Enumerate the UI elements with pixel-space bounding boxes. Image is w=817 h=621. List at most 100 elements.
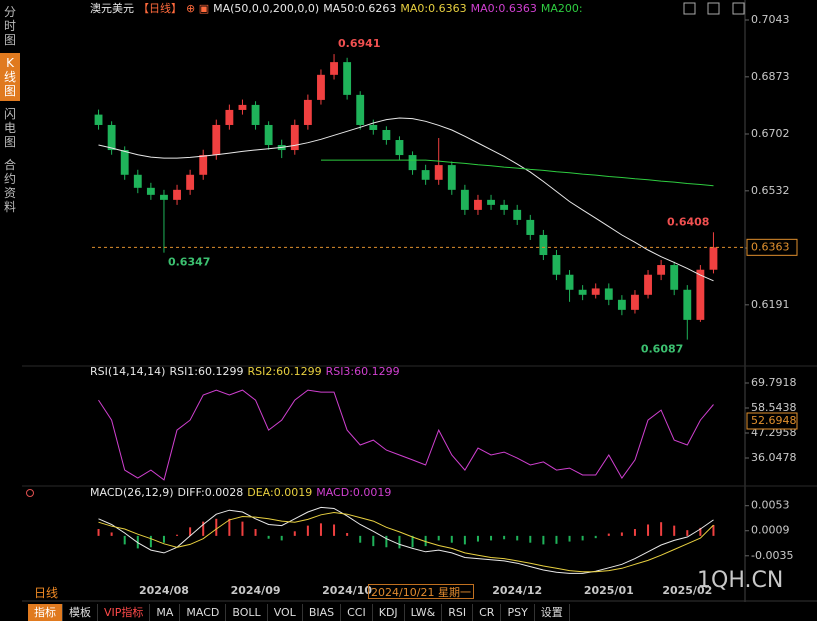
candle-body bbox=[225, 109, 234, 125]
candle-body bbox=[696, 269, 705, 320]
legend-item: DIFF:0.0028 bbox=[177, 486, 244, 499]
macd-bar bbox=[215, 518, 218, 536]
sidebar-tab[interactable]: 合约资料 bbox=[0, 155, 20, 217]
macd-bar bbox=[699, 527, 702, 536]
legend-item: 澳元美元 bbox=[90, 2, 134, 15]
macd-bar bbox=[280, 535, 283, 541]
macd-bar bbox=[254, 529, 257, 536]
candle-body bbox=[173, 189, 181, 200]
legend-item: MA50:0.6263 bbox=[323, 2, 397, 15]
window-button[interactable] bbox=[732, 2, 745, 15]
y-tick-label: 58.5438 bbox=[751, 401, 797, 414]
toolbar-item[interactable]: VIP指标 bbox=[98, 604, 151, 621]
macd-bar bbox=[202, 521, 205, 536]
x-tick-label: 2024/12 bbox=[492, 584, 542, 597]
toolbar-item[interactable]: CCI bbox=[341, 604, 373, 621]
toolbar-item[interactable]: 模板 bbox=[63, 604, 98, 621]
last-price-label: 0.6363 bbox=[751, 240, 790, 253]
candle-body bbox=[212, 124, 221, 156]
macd-bar bbox=[110, 532, 113, 536]
candle-body bbox=[617, 299, 626, 310]
window-button[interactable] bbox=[707, 2, 720, 15]
macd-bar bbox=[607, 533, 610, 536]
candle-body bbox=[487, 199, 495, 205]
legend-item: MA(50,0,0,200,0,0) bbox=[213, 2, 320, 15]
toolbar-item[interactable]: LW& bbox=[405, 604, 443, 621]
price-header: 澳元美元 【日线】 ⊕ ▣ MA(50,0,0,200,0,0) MA50:0.6263… bbox=[90, 1, 587, 17]
panel-icon[interactable] bbox=[26, 489, 34, 497]
y-tick-label: 0.6191 bbox=[751, 298, 790, 311]
macd-bar bbox=[267, 535, 270, 539]
last-price-box bbox=[746, 412, 798, 430]
tab-label: 合约资料 bbox=[3, 158, 16, 214]
legend-item: MACD:0.0019 bbox=[316, 486, 392, 499]
macd-bar bbox=[542, 535, 545, 545]
x-tick-label: 2025/01 bbox=[584, 584, 634, 597]
x-tick-label: 2024/08 bbox=[139, 584, 189, 597]
candle-body bbox=[670, 265, 679, 290]
rsi-line bbox=[98, 389, 714, 481]
toolbar-item[interactable]: BIAS bbox=[303, 604, 342, 621]
macd-bar bbox=[346, 533, 349, 536]
macd-bar bbox=[647, 524, 650, 536]
legend-item: MACD(26,12,9) bbox=[90, 486, 174, 499]
window-button[interactable] bbox=[683, 2, 696, 15]
legend-item: RSI2:60.1299 bbox=[247, 365, 322, 378]
macd-bar bbox=[437, 535, 440, 541]
candle-body bbox=[238, 104, 247, 110]
macd-bar bbox=[176, 534, 179, 536]
candle-body bbox=[631, 294, 639, 310]
macd-bar bbox=[581, 535, 584, 541]
candle-body bbox=[146, 187, 155, 195]
candle-body bbox=[552, 255, 561, 275]
macd-bar bbox=[568, 535, 571, 542]
macd-bar bbox=[503, 535, 506, 540]
macd-bar bbox=[673, 525, 676, 536]
period-label[interactable]: 日线 bbox=[34, 586, 59, 600]
macd-bar bbox=[306, 525, 309, 536]
candle-body bbox=[474, 199, 482, 210]
last-price-box bbox=[746, 238, 798, 256]
toolbar-item[interactable]: MA bbox=[150, 604, 181, 621]
toolbar-item[interactable]: 指标 bbox=[28, 604, 63, 621]
macd-bar bbox=[241, 521, 244, 536]
toolbar-item[interactable]: VOL bbox=[268, 604, 303, 621]
y-tick-label: 36.0478 bbox=[751, 451, 797, 464]
candle-body bbox=[199, 155, 208, 175]
sidebar-tab[interactable]: 闪电图 bbox=[0, 104, 20, 152]
candle-body bbox=[107, 124, 116, 151]
candle-body bbox=[513, 209, 522, 220]
candle-body bbox=[186, 174, 195, 190]
extreme-label: 0.6941 bbox=[338, 37, 380, 50]
candle-body bbox=[94, 114, 103, 125]
macd-bar bbox=[189, 527, 192, 536]
sidebar: 分时图 K线图闪电图合约资料 bbox=[0, 2, 20, 220]
macd-bar bbox=[411, 535, 414, 548]
toolbar-item[interactable]: KDJ bbox=[373, 604, 405, 621]
macd-bar bbox=[633, 529, 636, 536]
candle-body bbox=[408, 155, 417, 171]
macd-bar bbox=[149, 535, 152, 548]
toolbar-item[interactable]: MACD bbox=[180, 604, 227, 621]
sidebar-tab[interactable]: 分时图 bbox=[0, 2, 20, 50]
toolbar-item[interactable]: PSY bbox=[501, 604, 535, 621]
candle-body bbox=[526, 219, 535, 235]
candle-body bbox=[303, 99, 312, 125]
candle-body bbox=[382, 129, 391, 141]
legend-item: RSI1:60.1299 bbox=[169, 365, 244, 378]
settings-icon[interactable]: ⊕ ▣ bbox=[186, 2, 210, 15]
toolbar-item[interactable]: CR bbox=[473, 604, 502, 621]
toolbar-item[interactable]: 设置 bbox=[535, 604, 570, 621]
candle-body bbox=[604, 288, 613, 300]
toolbar-item[interactable]: BOLL bbox=[226, 604, 268, 621]
toolbar-item[interactable]: RSI bbox=[442, 604, 474, 621]
tab-label: 闪电图 bbox=[3, 107, 16, 149]
candle-body bbox=[343, 62, 352, 95]
sidebar-tab[interactable]: K线图 bbox=[0, 53, 20, 101]
x-tick-label: 2025/02 bbox=[662, 584, 712, 597]
extreme-label: 0.6408 bbox=[667, 215, 709, 228]
x-tick-label: 2024/10 bbox=[322, 584, 372, 597]
macd-bar bbox=[529, 535, 532, 543]
extreme-label: 0.6347 bbox=[168, 256, 210, 269]
